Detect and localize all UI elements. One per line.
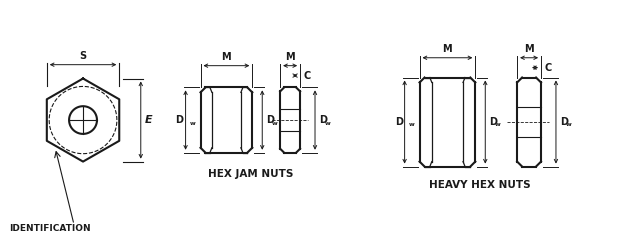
Text: C: C <box>544 63 551 73</box>
Text: M: M <box>443 44 452 54</box>
Text: w: w <box>190 120 195 126</box>
Text: D: D <box>266 115 274 125</box>
Text: HEAVY HEX NUTS: HEAVY HEX NUTS <box>429 180 531 190</box>
Text: M: M <box>286 52 295 62</box>
Text: M: M <box>524 44 534 54</box>
Text: M: M <box>221 52 232 62</box>
Text: C: C <box>303 70 310 81</box>
Text: D: D <box>394 117 403 127</box>
Text: E: E <box>145 115 153 125</box>
Text: w: w <box>495 122 501 128</box>
Text: D: D <box>489 117 497 127</box>
Text: D: D <box>176 115 184 125</box>
Text: w: w <box>566 122 572 128</box>
Text: w: w <box>408 122 414 128</box>
Text: D: D <box>560 117 568 127</box>
Text: IDENTIFICATION: IDENTIFICATION <box>10 224 91 233</box>
Text: S: S <box>80 51 86 61</box>
Text: D: D <box>319 115 327 125</box>
Text: HEX JAM NUTS: HEX JAM NUTS <box>207 168 293 178</box>
Text: w: w <box>325 120 331 126</box>
Text: w: w <box>272 120 278 126</box>
